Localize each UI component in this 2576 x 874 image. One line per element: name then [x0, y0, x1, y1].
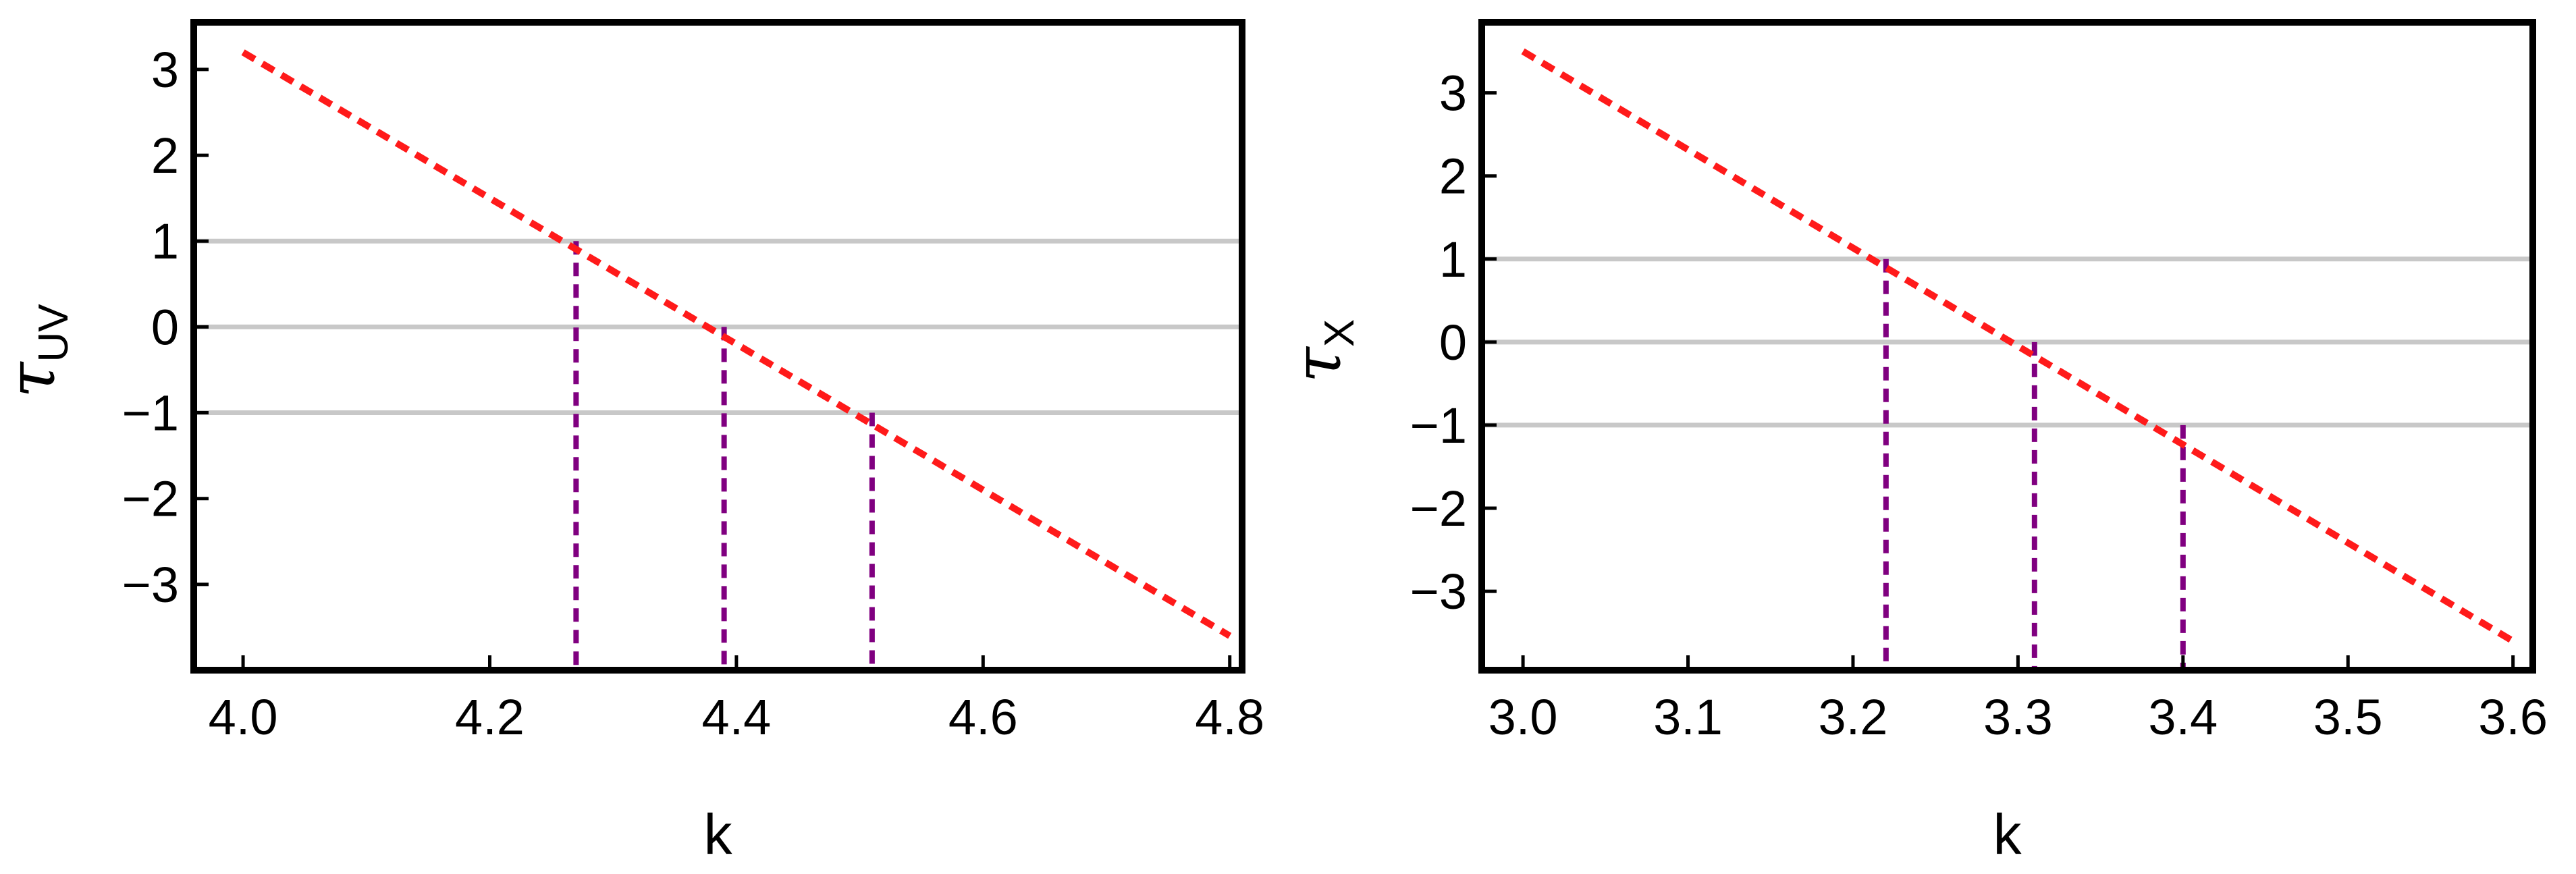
x-tick-label: 3.3 [1983, 689, 2053, 745]
y-tick-label: 2 [1439, 148, 1467, 204]
x-axis-title: k [1993, 802, 2022, 866]
y-tick-label: 1 [151, 213, 179, 269]
y-tick-label: −1 [1410, 398, 1467, 454]
y-tick-label: 2 [151, 128, 179, 184]
x-tick-label: 4.4 [701, 689, 771, 745]
left-chart-panel: 4.0 4.2 4.4 4.6 4.8 3 2 1 0 −1 −2 −3 k τUV [0, 19, 1264, 866]
y-axis-subscript: X [1316, 319, 1363, 347]
x-tick-label: 4.6 [948, 689, 1018, 745]
y-tick-label: −1 [122, 385, 179, 441]
y-tick-label: 0 [1439, 315, 1467, 371]
x-tick-label: 3.6 [2478, 689, 2548, 745]
x-tick-label: 4.0 [209, 689, 278, 745]
series-line-0 [241, 49, 1232, 639]
y-tick-label: 3 [1439, 65, 1467, 121]
plot-frame [1478, 19, 2536, 674]
x-axis-title: k [704, 802, 733, 866]
y-tick-label: −2 [122, 471, 179, 527]
x-tick-label: 3.5 [2313, 689, 2383, 745]
x-tick-label: 3.1 [1653, 689, 1723, 745]
y-axis-symbol: τ [1280, 346, 1356, 383]
x-tick-label: 3.0 [1488, 689, 1558, 745]
x-tick-label: 4.2 [455, 689, 525, 745]
y-tick-label: −3 [122, 557, 179, 613]
y-tick-label: −3 [1410, 564, 1467, 620]
y-tick-label: 0 [151, 299, 179, 355]
x-tick-label: 4.8 [1195, 689, 1264, 745]
x-tick-label: 3.2 [1819, 689, 1888, 745]
y-axis-title: τUV [0, 304, 77, 398]
right-chart-panel: 3.0 3.1 3.2 3.3 3.4 3.5 3.6 3 2 1 0 −1 −2 −3 k τX [1280, 19, 2548, 866]
y-tick-label: 1 [1439, 231, 1467, 288]
plot-frame [190, 19, 1245, 674]
y-axis-subscript: UV [30, 304, 77, 362]
y-axis-title: τX [1280, 319, 1363, 383]
x-tick-label: 3.4 [2148, 689, 2218, 745]
y-tick-label: −2 [1410, 481, 1467, 537]
series-line-0 [1521, 48, 2515, 645]
y-axis-symbol: τ [0, 361, 70, 398]
y-tick-label: 3 [151, 42, 179, 98]
